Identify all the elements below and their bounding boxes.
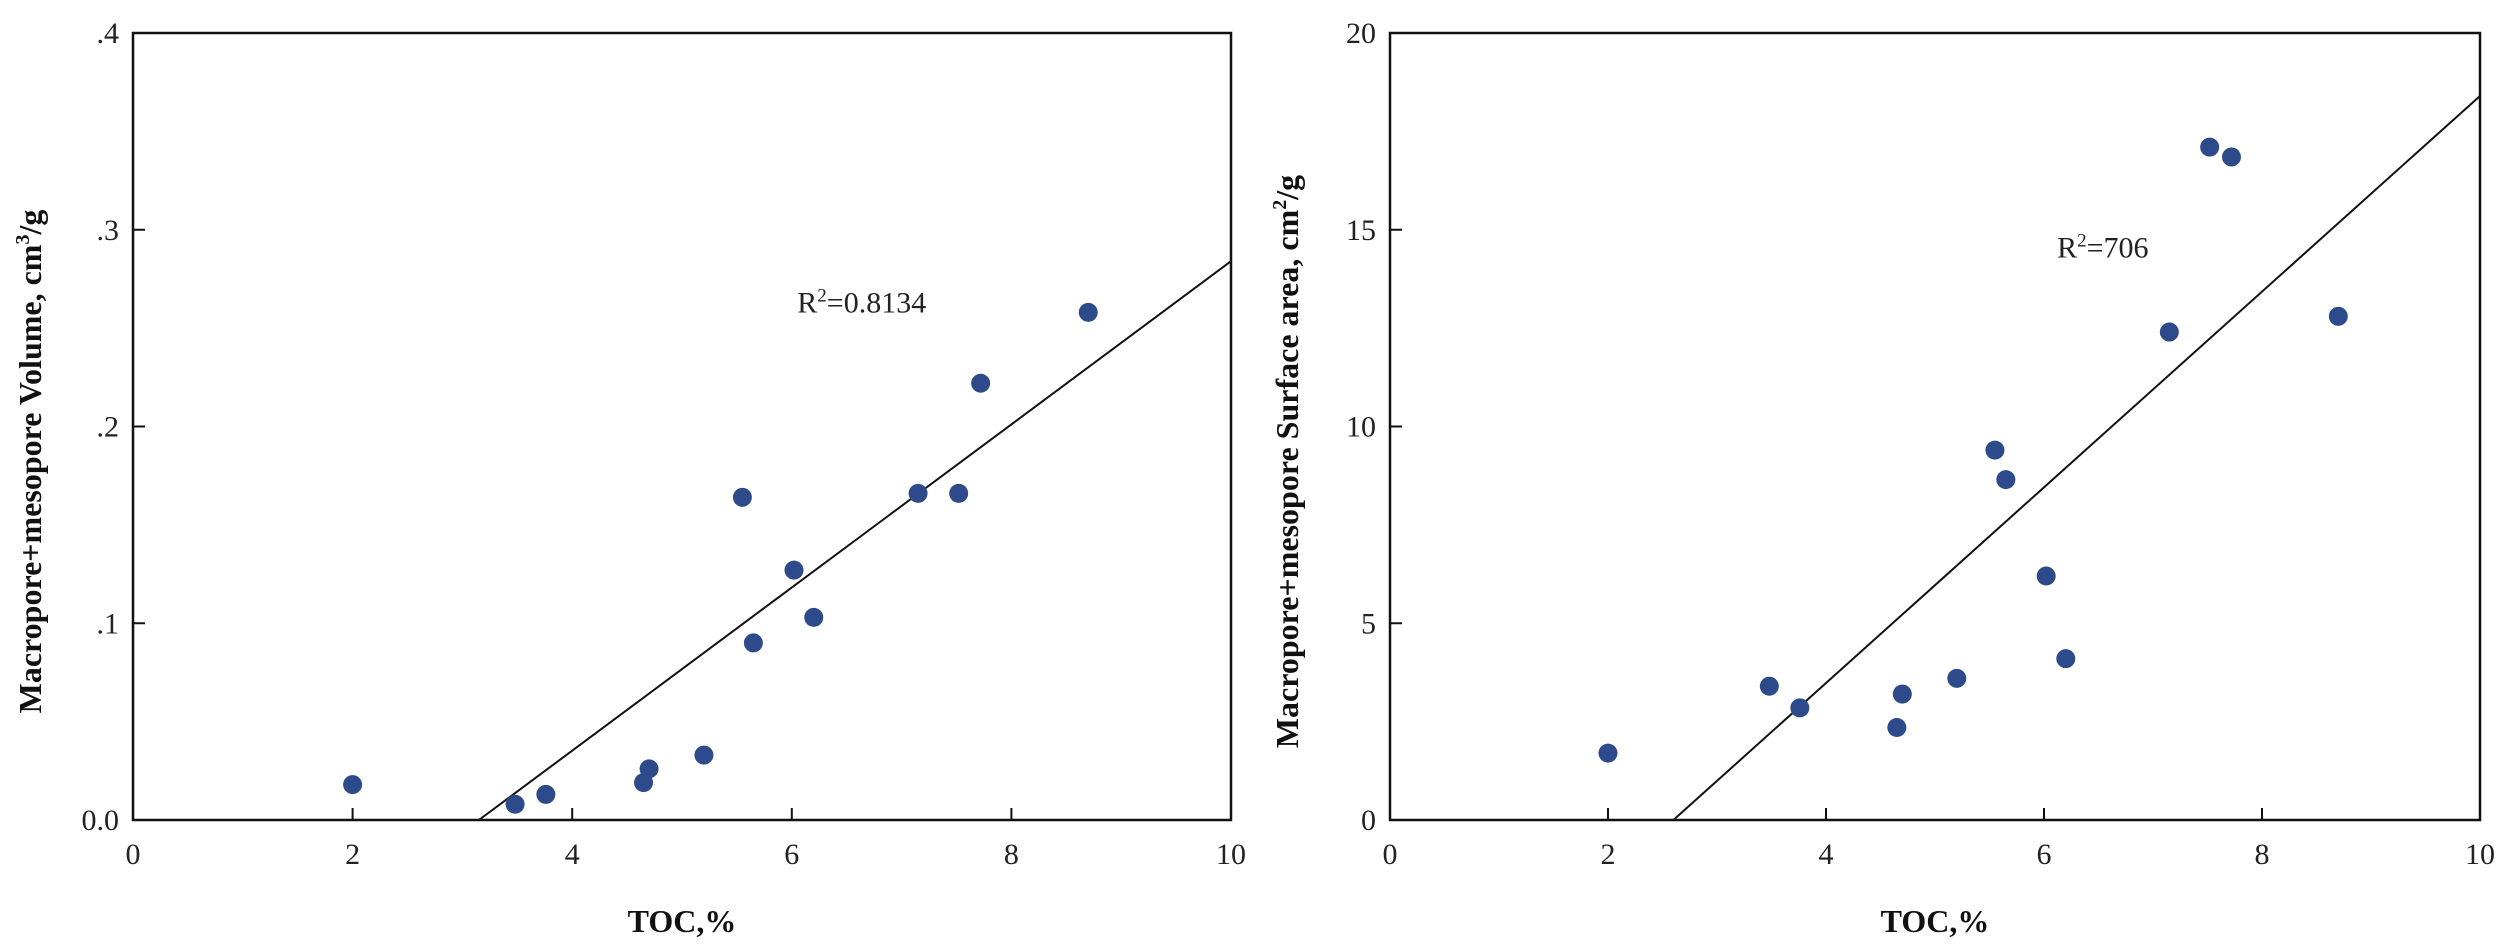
x-axis-title: TOC,% xyxy=(628,903,737,939)
r-squared-annotation: R2=0.8134 xyxy=(797,285,926,319)
y-tick-label: 15 xyxy=(1346,214,1376,247)
data-point xyxy=(2056,649,2076,669)
regression-line xyxy=(1672,95,2481,821)
data-point xyxy=(732,487,752,507)
x-tick-label: 2 xyxy=(1601,838,1616,871)
regression-line xyxy=(478,260,1232,821)
data-point xyxy=(1887,718,1907,738)
data-point xyxy=(1078,302,1098,322)
r-squared-annotation: R2=706 xyxy=(2057,230,2148,264)
x-tick-label: 4 xyxy=(565,838,580,871)
x-tick-label: 6 xyxy=(784,838,799,871)
x-tick-label: 4 xyxy=(1819,838,1834,871)
data-point xyxy=(804,607,824,627)
y-tick-label: .4 xyxy=(97,17,120,50)
y-tick-label: 0 xyxy=(1361,804,1376,837)
chart-macropore-volume: 0 2 4 6 8 10 0.0 .1 .2 .3 .4 TOC,% Macropore+mesopor… xyxy=(12,17,1246,939)
data-point xyxy=(1759,676,1779,696)
x-tick-label: 6 xyxy=(2037,838,2052,871)
y-tick-label: 10 xyxy=(1346,411,1376,444)
x-tick-label: 0 xyxy=(1383,838,1398,871)
data-point xyxy=(1790,698,1810,718)
data-point xyxy=(1996,470,2016,490)
y-tick-label: 5 xyxy=(1361,607,1376,640)
x-tick-label: 2 xyxy=(345,838,360,871)
data-point xyxy=(2200,137,2220,157)
data-point xyxy=(908,483,928,503)
data-point xyxy=(2328,306,2348,326)
x-tick-label: 8 xyxy=(2255,838,2270,871)
data-point xyxy=(1947,668,1967,688)
data-point xyxy=(536,784,556,804)
data-point xyxy=(2159,322,2179,342)
data-point xyxy=(343,775,363,795)
data-point xyxy=(639,759,659,779)
x-tick-label: 10 xyxy=(2465,838,2495,871)
x-tick-label: 0 xyxy=(126,838,141,871)
data-point xyxy=(971,373,991,393)
y-axis-title: Macropore+mesopore Surface area, cm2/g xyxy=(1269,175,1305,748)
y-axis-title: Macropore+mesopore Volume, cm3/g xyxy=(12,210,48,714)
y-tick-label: .3 xyxy=(97,214,120,247)
y-tick-label: 0.0 xyxy=(82,804,120,837)
y-tick-label: 20 xyxy=(1346,17,1376,50)
plot-frame xyxy=(131,31,1233,822)
x-tick-label: 8 xyxy=(1004,838,1019,871)
x-axis-title: TOC,% xyxy=(1881,903,1990,939)
data-point xyxy=(2221,147,2241,167)
chart-macropore-surface-area: 0 2 4 6 8 10 0 5 10 15 20 TOC,% Macropore+mesopore S… xyxy=(1269,17,2495,939)
data-point xyxy=(1892,684,1912,704)
y-tick-label: .2 xyxy=(97,411,120,444)
data-point xyxy=(2036,566,2056,586)
data-point xyxy=(949,483,969,503)
y-tick-label: .1 xyxy=(97,607,120,640)
plot-frame xyxy=(1388,31,2482,822)
data-point xyxy=(1598,743,1618,763)
data-point xyxy=(505,794,525,814)
data-point xyxy=(1985,440,2005,460)
data-point xyxy=(784,560,804,580)
x-tick-label: 10 xyxy=(1216,838,1246,871)
data-point xyxy=(694,745,714,765)
data-point xyxy=(743,633,763,653)
